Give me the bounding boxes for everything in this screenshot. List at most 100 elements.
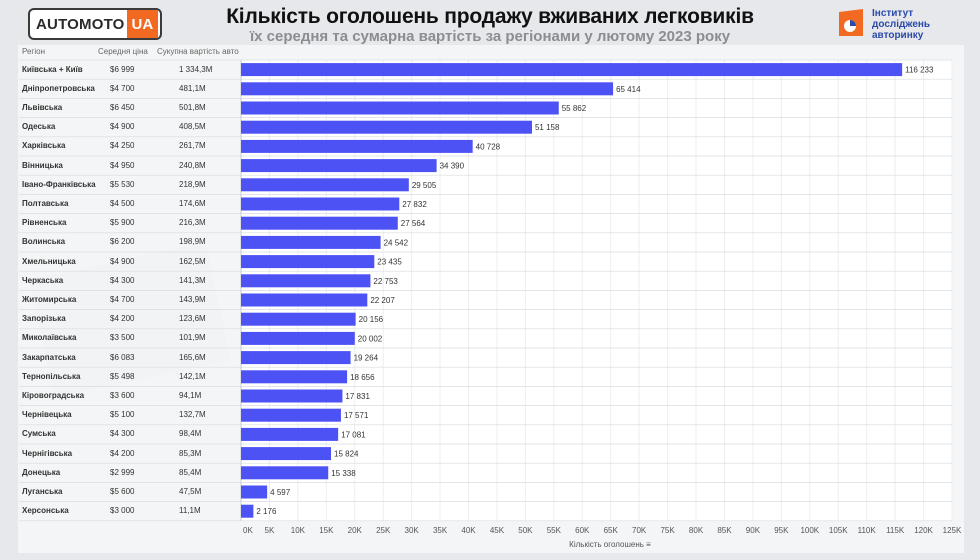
total-value-cell: 123,6M [179, 314, 206, 324]
total-value-cell: 141,3M [179, 275, 206, 285]
bar [241, 120, 532, 134]
total-value-cell: 261,7M [179, 141, 206, 151]
avg-price-cell: $6 999 [110, 64, 135, 74]
x-tick-label: 50K [518, 526, 533, 535]
avg-price-cell: $3 500 [110, 333, 135, 343]
data-label: 40 728 [476, 142, 501, 151]
avg-price-cell: $4 700 [110, 83, 135, 93]
x-tick-label: 5K [265, 526, 275, 535]
avg-price-cell: $4 250 [110, 141, 135, 151]
region-cell: Вінницька [22, 160, 63, 170]
chart-title: Кількість оголошень продажу вживаних лег… [226, 5, 754, 28]
total-value-cell: 101,9M [179, 333, 206, 343]
total-value-cell: 132,7M [179, 410, 206, 420]
avg-price-cell: $5 600 [110, 487, 135, 496]
total-value-cell: 142,1M [179, 371, 206, 381]
sort-icon[interactable]: ≡ [646, 540, 651, 549]
x-tick-label: 120K [914, 526, 933, 535]
bar [241, 485, 268, 499]
data-label: 15 824 [334, 450, 359, 459]
bar [241, 447, 332, 461]
region-cell: Львівська [22, 103, 63, 112]
avg-price-cell: $5 530 [110, 179, 135, 189]
avg-price-cell: $3 000 [110, 506, 135, 516]
region-cell: Херсонська [22, 506, 69, 516]
bar [241, 504, 254, 518]
total-value-cell: 501,8M [179, 103, 206, 112]
x-tick-label: 90K [746, 526, 761, 535]
bar [241, 427, 339, 441]
region-cell: Харківська [22, 141, 66, 151]
total-value-cell: 240,8M [179, 160, 206, 170]
bar [241, 293, 368, 307]
x-tick-label: 55K [547, 526, 562, 535]
region-cell: Тернопільська [22, 371, 81, 381]
x-tick-label: 15K [319, 526, 334, 535]
avg-price-cell: $6 200 [110, 237, 135, 247]
x-tick-label: 60K [575, 526, 590, 535]
column-header-region: Регіон [22, 47, 45, 56]
total-value-cell: 94,1M [179, 391, 202, 400]
region-cell: Запорізька [22, 314, 66, 324]
x-tick-label: 115K [886, 526, 905, 535]
region-cell: Рівненська [22, 218, 67, 228]
avg-price-cell: $5 100 [110, 410, 135, 420]
total-value-cell: 408,5M [179, 122, 206, 132]
total-value-cell: 11,1M [179, 506, 201, 516]
bar [241, 466, 329, 480]
x-tick-label: 0K [243, 526, 253, 535]
region-cell: Дніпропетровська [22, 83, 95, 93]
avg-price-cell: $4 950 [110, 160, 135, 170]
total-value-cell: 143,9M [179, 295, 206, 304]
total-value-cell: 162,5M [179, 256, 206, 266]
avg-price-cell: $4 300 [110, 429, 135, 439]
x-tick-label: 75K [660, 526, 675, 535]
total-value-cell: 85,4M [179, 467, 202, 477]
bar [241, 101, 559, 115]
data-label: 55 862 [562, 104, 587, 113]
x-tick-label: 40K [461, 526, 476, 535]
x-tick-label: 10K [291, 526, 306, 535]
avg-price-cell: $4 200 [110, 314, 135, 324]
total-value-cell: 218,9M [179, 179, 206, 189]
total-value-cell: 98,4M [179, 429, 202, 439]
institute-logo: Інститут досліджень авторинку [838, 8, 958, 42]
x-axis-title: Кількість оголошень ≡ [569, 540, 651, 549]
region-cell: Донецька [22, 467, 61, 477]
region-cell: Волинська [22, 237, 66, 247]
x-tick-label: 35K [433, 526, 448, 535]
x-tick-label: 100K [800, 526, 819, 535]
avg-price-cell: $2 999 [110, 467, 135, 477]
data-label: 20 156 [359, 315, 384, 324]
data-label: 22 753 [373, 277, 398, 286]
data-label: 116 233 [905, 66, 934, 75]
bar [241, 312, 356, 326]
region-cell: Житомирська [22, 295, 77, 304]
region-cell: Миколаївська [22, 333, 77, 343]
avg-price-cell: $4 900 [110, 256, 135, 266]
avg-price-cell: $5 498 [110, 371, 135, 381]
x-tick-label: 105K [829, 526, 848, 535]
data-label: 17 081 [341, 430, 366, 439]
x-tick-label: 70K [632, 526, 647, 535]
data-label: 22 207 [370, 296, 395, 305]
x-tick-label: 30K [405, 526, 420, 535]
region-cell: Київська + Київ [22, 64, 83, 74]
bar [241, 370, 348, 384]
region-cell: Полтавська [22, 199, 69, 208]
automoto-logo: AUTOMOTO UA [28, 8, 162, 40]
x-tick-label: 125K [943, 526, 962, 535]
total-value-cell: 1 334,3M [179, 64, 213, 74]
avg-price-cell: $4 500 [110, 199, 135, 208]
bar [241, 139, 473, 153]
data-label: 20 002 [358, 334, 383, 343]
data-label: 27 564 [401, 219, 426, 228]
data-label: 27 832 [402, 200, 427, 209]
region-cell: Закарпатська [22, 352, 76, 362]
data-label: 15 338 [331, 469, 356, 478]
data-label: 24 542 [384, 238, 409, 247]
institute-logo-icon [838, 8, 864, 38]
x-tick-label: 20K [348, 526, 363, 535]
bar [241, 197, 400, 211]
